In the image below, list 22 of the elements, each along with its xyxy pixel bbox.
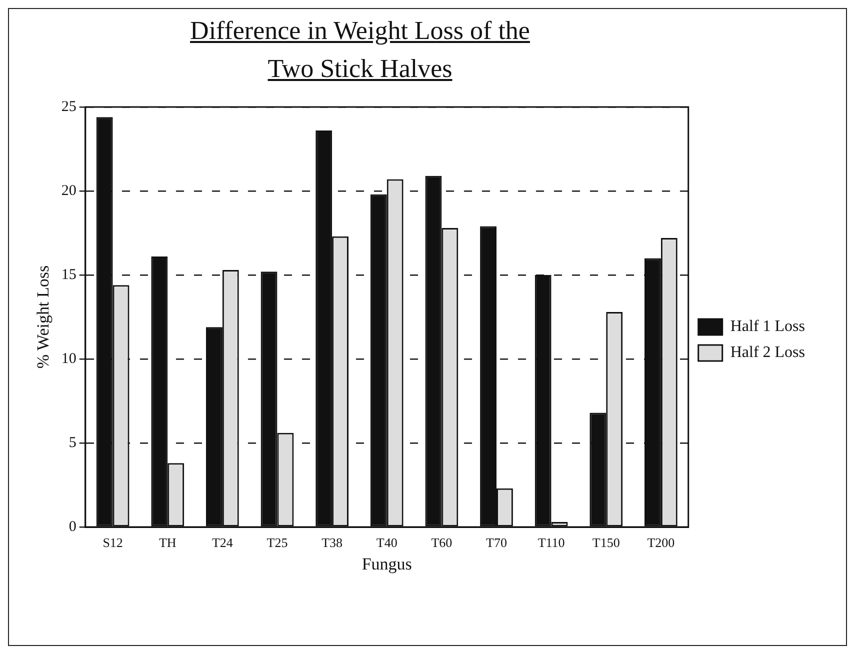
y-tick-label: 25	[61, 98, 76, 115]
x-tick-label: T60	[431, 535, 452, 550]
y-tick-label: 5	[68, 434, 76, 451]
y-axis-title: % Weight Loss	[34, 265, 53, 369]
y-tick-label: 0	[68, 518, 76, 535]
chart-title: Difference in Weight Loss of the Two Stick Halves	[190, 16, 530, 83]
y-tick-label: 20	[61, 182, 76, 199]
x-tick-label: T200	[647, 535, 675, 550]
x-tick-label: TH	[158, 535, 176, 550]
x-tick-label: S12	[102, 535, 123, 550]
x-tick-label: T150	[592, 535, 620, 550]
x-tick-label: T38	[322, 535, 343, 550]
legend-label: Half 1 Loss	[730, 318, 805, 336]
y-tick-label: 15	[61, 266, 76, 283]
x-tick-label: T70	[486, 535, 507, 550]
x-axis-title: Fungus	[362, 554, 412, 574]
x-tick-label: T110	[538, 535, 565, 550]
y-tick-label: 10	[61, 350, 76, 367]
legend-label: Half 2 Loss	[730, 344, 805, 362]
x-tick-label: T25	[266, 535, 288, 550]
x-tick-label: T40	[376, 535, 398, 550]
x-tick-label: T24	[212, 535, 234, 550]
